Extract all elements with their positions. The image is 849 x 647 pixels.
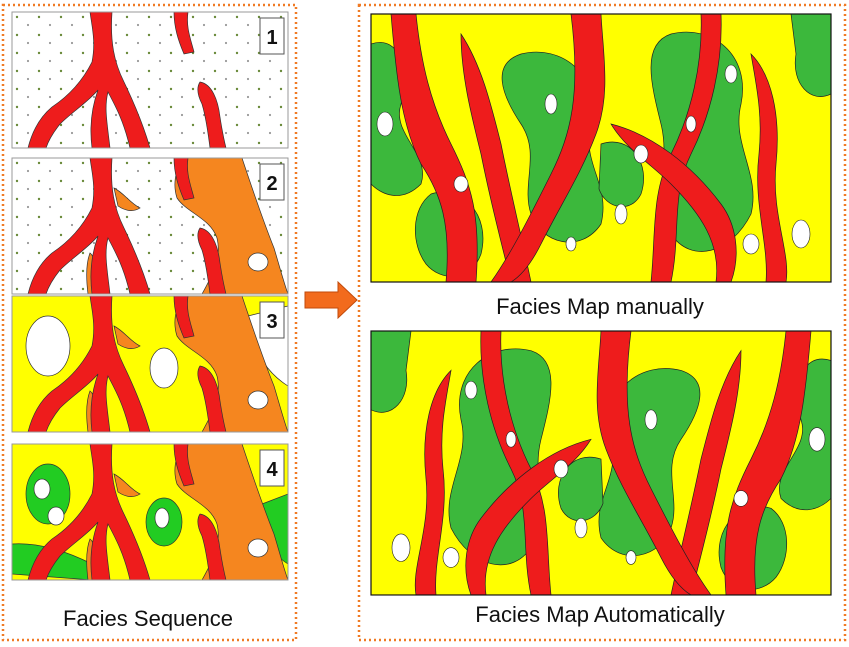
left-frame <box>1 3 298 642</box>
step-label: 1 <box>266 27 277 49</box>
left-caption: Facies Sequence <box>63 606 233 631</box>
manual-map <box>370 13 832 283</box>
step-label: 4 <box>266 459 278 481</box>
map-caption: Facies Map Automatically <box>475 602 724 627</box>
auto-map <box>370 330 832 596</box>
step-panel: 2 <box>11 157 289 295</box>
step-panel: 1 <box>11 11 289 149</box>
arrow <box>304 280 358 320</box>
step-panel: 4 <box>11 443 289 581</box>
step-label: 3 <box>266 311 277 333</box>
step-panel: 3 <box>11 295 289 433</box>
map-caption: Facies Map manually <box>496 294 704 319</box>
step-label: 2 <box>266 173 277 195</box>
